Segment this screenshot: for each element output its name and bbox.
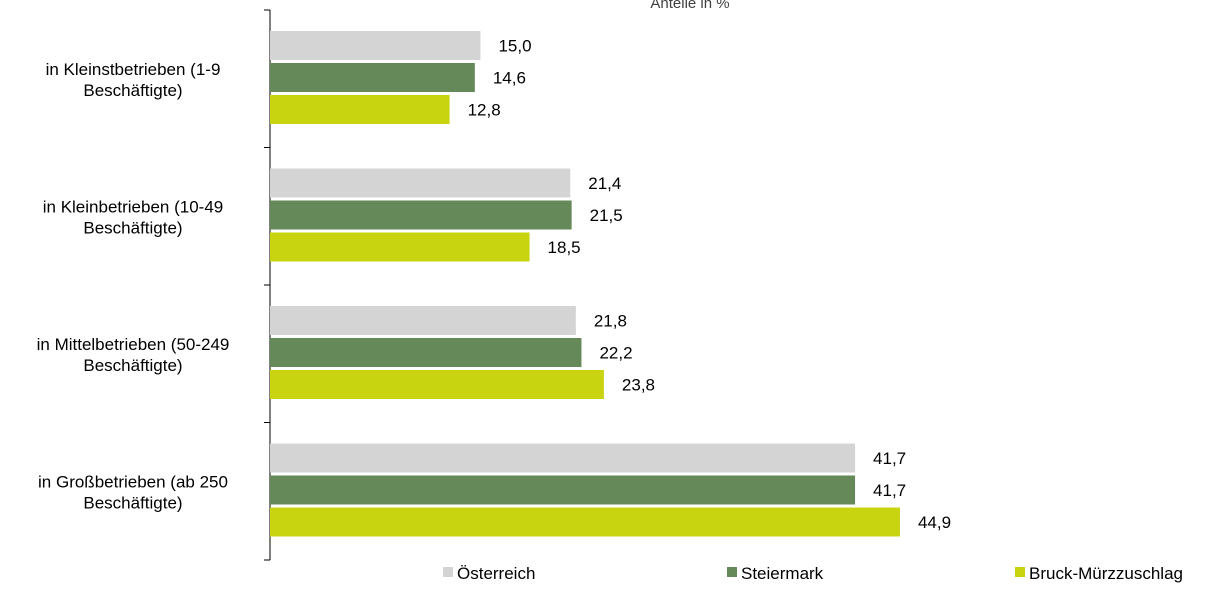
value-label: 12,8 [468,101,501,120]
category-label: in Großbetrieben (ab 250 Beschäftigte) [38,472,228,512]
value-label: 21,5 [590,206,623,225]
axis-title: Anteile in % [650,0,729,12]
bar [270,507,900,537]
bar [270,168,571,198]
category-label-line: in Mittelbetrieben (50-249 [37,335,230,354]
value-label: 14,6 [493,69,526,88]
bar [270,338,582,367]
value-label: 23,8 [622,376,655,395]
category-labels: in Kleinstbetrieben (1-9 Beschäftigte)in … [37,60,230,513]
value-label: 41,7 [873,449,906,468]
bar [270,232,530,262]
bar [270,306,576,335]
category-label-line: in Großbetrieben (ab 250 [38,472,228,491]
category-label-line: Beschäftigte) [83,81,182,100]
category-label-line: in Kleinstbetrieben (1-9 [46,60,221,79]
bar [270,31,481,60]
bar [270,95,450,124]
category-label: in Kleinstbetrieben (1-9 Beschäftigte) [46,60,221,100]
legend-swatch [443,567,453,577]
bar [270,200,572,230]
category-label: in Kleinbetrieben (10-49 Beschäftigte) [43,197,224,237]
legend-label: Österreich [457,564,535,583]
bars [270,31,900,537]
value-label: 21,4 [588,174,621,193]
value-labels: 15,0 14,6 12,8 21,4 21,5 18,5 21,8 22,2 23,8 41,7… [468,37,951,533]
category-label: in Mittelbetrieben (50-249 Beschäftigte) [37,335,230,375]
bar [270,443,856,473]
legend: Österreich Steiermark Bruck-Mürzzuschlag [443,564,1183,583]
value-label: 15,0 [498,37,531,56]
value-label: 18,5 [548,238,581,257]
bar [270,370,604,399]
bar [270,63,475,92]
category-label-line: Beschäftigte) [83,218,182,237]
category-axis [264,9,271,561]
value-label: 21,8 [594,312,627,331]
category-label-line: in Kleinbetrieben (10-49 [43,197,224,216]
value-label: 22,2 [599,344,632,363]
value-label: 44,9 [918,513,951,532]
legend-swatch [727,567,737,577]
legend-swatch [1015,567,1025,577]
category-label-line: Beschäftigte) [83,356,182,375]
legend-label: Bruck-Mürzzuschlag [1029,564,1183,583]
legend-label: Steiermark [741,564,824,583]
value-label: 41,7 [873,481,906,500]
bar [270,475,856,505]
category-label-line: Beschäftigte) [83,493,182,512]
